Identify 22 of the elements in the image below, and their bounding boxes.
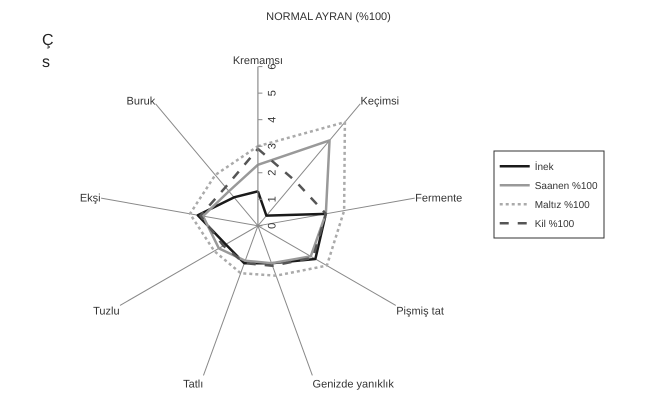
spoke-label: Genizde yanıklık [312, 378, 394, 391]
spoke-label: Pişmiş tat [396, 306, 444, 318]
text: Ç [42, 32, 54, 49]
y-tick-label: 4 [266, 116, 279, 123]
spoke-label: Tatlı [183, 378, 204, 391]
legend-label: Saanen %100 [534, 181, 598, 192]
y-tick-label: 5 [266, 90, 279, 96]
y-tick-label: 6 [266, 64, 279, 70]
spoke-label: Buruk [126, 95, 156, 108]
text: s [42, 54, 50, 71]
legend-label: İnek [534, 161, 555, 174]
legend-label: Maltız %100 [534, 200, 590, 212]
spoke-label: Tuzlu [93, 306, 120, 318]
spoke-label: Ekşi [80, 192, 101, 204]
y-tick-label: 2 [266, 170, 279, 176]
spoke-label: Fermente [415, 192, 462, 204]
spoke-label: Keçimsi [360, 95, 400, 108]
y-tick-label: 0 [266, 222, 279, 229]
legend-label: Kil %100 [534, 219, 575, 230]
y-tick-label: 1 [266, 196, 279, 202]
y-tick-label: 3 [266, 143, 279, 150]
chart-title: NORMAL AYRAN (%100) [266, 11, 391, 24]
